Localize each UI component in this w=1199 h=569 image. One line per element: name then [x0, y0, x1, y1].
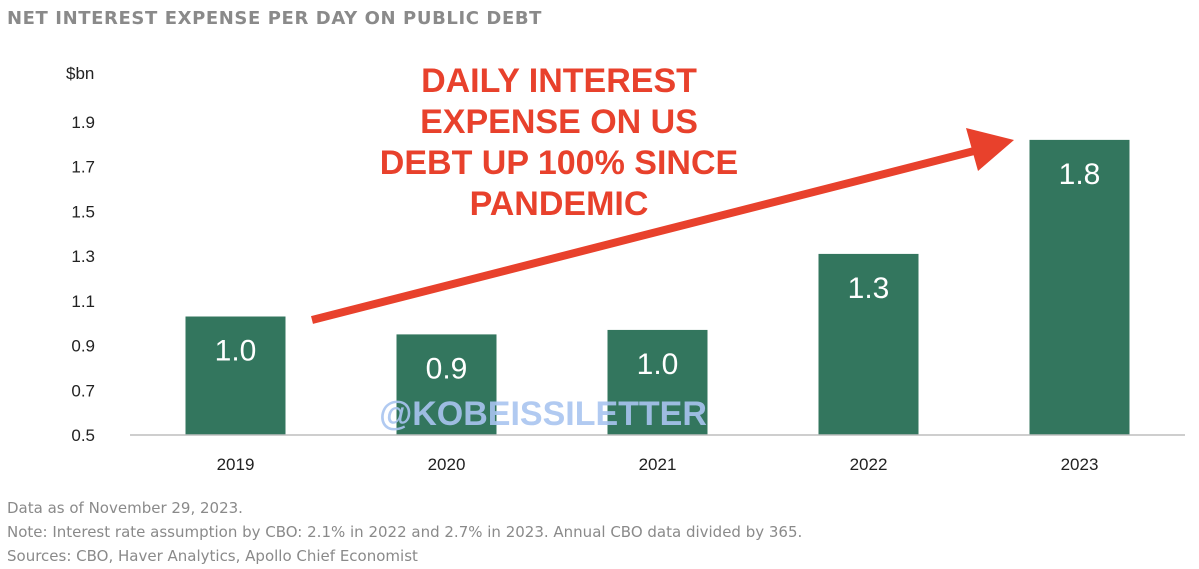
- y-tick-label-1: 0.7: [71, 381, 95, 400]
- annotation-line-3: DEBT UP 100% SINCE: [380, 144, 738, 182]
- data-label-2023: 1.8: [1059, 158, 1101, 191]
- footnotes: Data as of November 29, 2023. Note: Inte…: [7, 496, 802, 568]
- y-tick-label-3: 1.1: [71, 292, 95, 311]
- y-tick-label-2: 0.9: [71, 337, 95, 356]
- annotation-line-1: DAILY INTEREST: [421, 62, 697, 100]
- x-tick-label-2022: 2022: [850, 455, 888, 474]
- y-axis: 0.5 0.7 0.9 1.1 1.3 1.5 1.7 1.9 $bn: [66, 64, 95, 445]
- trend-arrow-head: [966, 128, 1014, 171]
- y-tick-label-6: 1.7: [71, 158, 95, 177]
- x-axis: 2019 2020 2021 2022 2023: [130, 434, 1185, 474]
- bar-2020: [396, 334, 497, 435]
- y-axis-unit-label: $bn: [66, 64, 94, 83]
- footnote-note: Note: Interest rate assumption by CBO: 2…: [7, 523, 803, 541]
- watermark: @KOBEISSILETTER: [379, 395, 707, 433]
- trend-arrow-shaft: [311, 146, 979, 324]
- watermark-text: @KOBEISSILETTER: [379, 395, 707, 433]
- data-label-2019: 1.0: [215, 335, 257, 368]
- y-tick-label-4: 1.3: [71, 247, 95, 266]
- annotation-line-2: EXPENSE ON US: [420, 103, 698, 141]
- x-tick-label-2023: 2023: [1061, 455, 1099, 474]
- x-tick-label-2021: 2021: [639, 455, 677, 474]
- bar-2022: [818, 253, 919, 435]
- bar-chart: 0.5 0.7 0.9 1.1 1.3 1.5 1.7 1.9 $bn 1.0 0.9 1.0 1.3…: [66, 62, 1185, 474]
- footnote-sources: Sources: CBO, Haver Analytics, Apollo Ch…: [7, 547, 418, 565]
- data-label-2020: 0.9: [426, 352, 468, 385]
- y-tick-label-0: 0.5: [71, 426, 95, 445]
- chart-title: NET INTEREST EXPENSE PER DAY ON PUBLIC D…: [7, 8, 543, 29]
- bar-2021: [607, 329, 708, 435]
- data-label-2021: 1.0: [637, 348, 679, 381]
- bar-2023: [1029, 139, 1130, 435]
- bar-2019: [185, 316, 286, 435]
- x-tick-label-2020: 2020: [428, 455, 466, 474]
- x-tick-label-2019: 2019: [217, 455, 255, 474]
- annotation-line-4: PANDEMIC: [470, 185, 649, 223]
- y-tick-label-5: 1.5: [71, 202, 95, 221]
- footnote-date: Data as of November 29, 2023.: [7, 499, 243, 517]
- y-tick-label-7: 1.9: [71, 113, 95, 132]
- bars: 1.0 0.9 1.0 1.3 1.8: [185, 139, 1130, 435]
- data-label-2022: 1.3: [848, 272, 890, 305]
